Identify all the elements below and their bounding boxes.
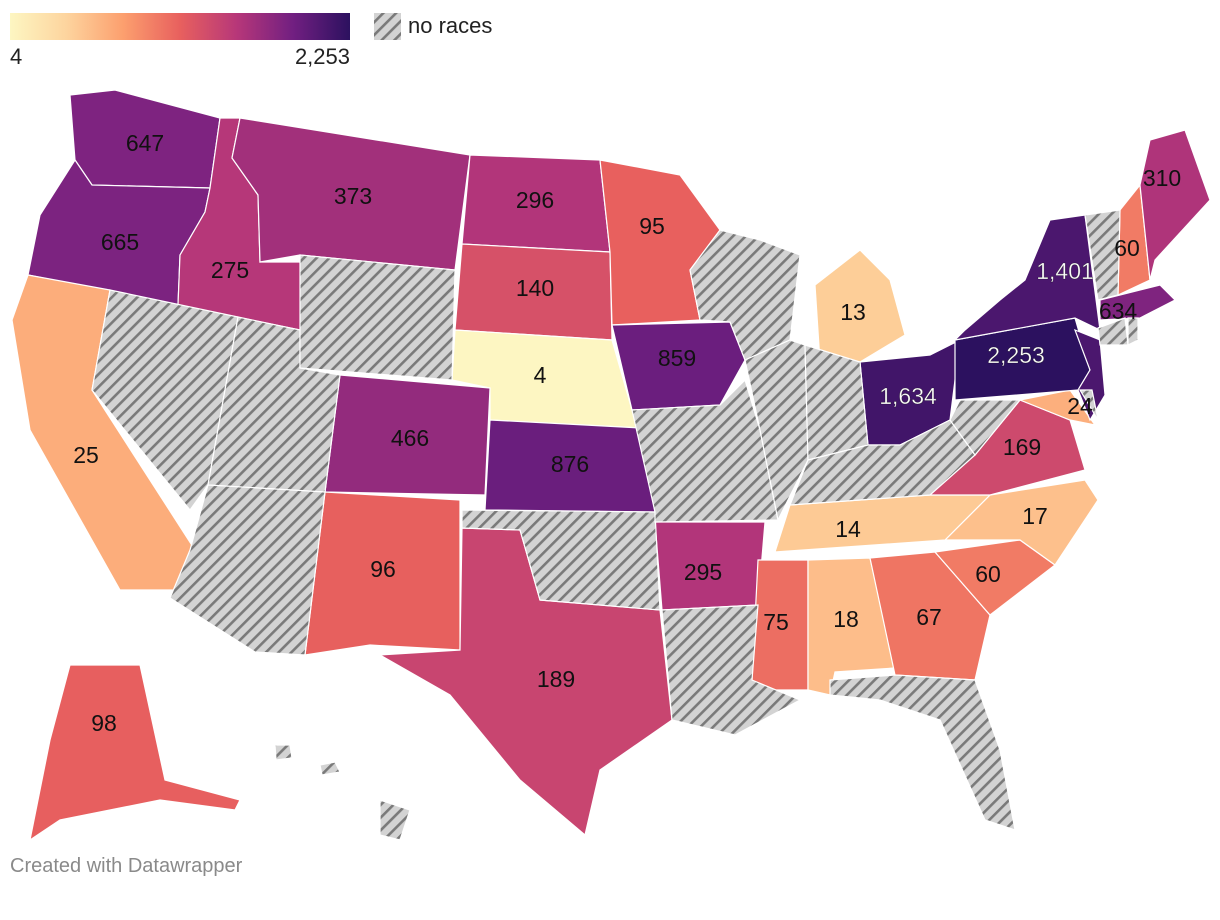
legend-min-label: 4	[10, 44, 23, 69]
state-label-nh: 60	[1114, 235, 1140, 261]
datawrapper-credit: Created with Datawrapper	[10, 855, 243, 877]
state-label-tn: 14	[835, 516, 861, 542]
state-label-ia: 859	[658, 345, 696, 371]
state-mt	[231, 117, 471, 271]
state-de	[1078, 389, 1099, 421]
state-label-co: 466	[391, 425, 429, 451]
state-labels-layer: 647 665 25 275 373 296 140 95 4 466 876 859 96 189 295…	[73, 130, 1181, 736]
legend-no-data-label: no races	[408, 13, 493, 38]
state-ri	[1127, 317, 1139, 346]
legend-no-data-swatch	[374, 13, 401, 40]
legend-gradient-bar	[10, 13, 350, 40]
state-label-ak: 98	[91, 710, 117, 736]
state-label-mi: 13	[840, 299, 866, 325]
state-fl	[829, 674, 1016, 831]
state-label-ny: 1,401	[1036, 258, 1094, 284]
state-label-id: 275	[211, 257, 249, 283]
state-ia	[611, 321, 746, 411]
state-wy	[299, 254, 456, 381]
state-ma	[1099, 284, 1177, 321]
state-label-nc: 17	[1022, 503, 1048, 529]
state-label-ms: 75	[763, 609, 789, 635]
state-in	[804, 344, 869, 461]
state-vt	[1084, 209, 1121, 301]
state-label-pa: 2,253	[987, 342, 1045, 368]
state-label-ks: 876	[551, 451, 589, 477]
state-label-mn: 95	[639, 213, 665, 239]
state-la	[661, 604, 802, 736]
state-label-me: 310	[1143, 165, 1181, 191]
state-label-oh: 1,634	[879, 383, 937, 409]
state-hi	[274, 744, 411, 841]
state-label-ma: 634	[1099, 298, 1138, 324]
state-nv	[91, 289, 239, 511]
state-label-ne: 4	[534, 362, 547, 388]
state-label-md: 24	[1067, 393, 1093, 419]
state-ak	[29, 664, 241, 842]
state-label-sc: 60	[975, 561, 1001, 587]
state-label-al: 18	[833, 606, 859, 632]
state-label-ar: 295	[684, 559, 722, 585]
state-label-nd: 296	[516, 187, 554, 213]
state-label-sd: 140	[516, 275, 554, 301]
state-label-or: 665	[101, 229, 139, 255]
state-label-nm: 96	[370, 556, 396, 582]
state-az	[169, 484, 326, 656]
states-layer	[11, 89, 1211, 842]
state-me	[1139, 129, 1211, 281]
legend-max-label: 2,253	[294, 44, 350, 69]
state-ga	[869, 551, 991, 681]
state-label-ca: 25	[73, 442, 99, 468]
state-label-ga: 67	[916, 604, 942, 630]
state-label-tx: 189	[537, 666, 575, 692]
state-md	[1017, 389, 1097, 426]
state-label-mt: 373	[334, 183, 372, 209]
state-label-va: 169	[1003, 434, 1041, 460]
state-wv	[949, 399, 1022, 456]
state-label-wa: 647	[126, 130, 164, 156]
